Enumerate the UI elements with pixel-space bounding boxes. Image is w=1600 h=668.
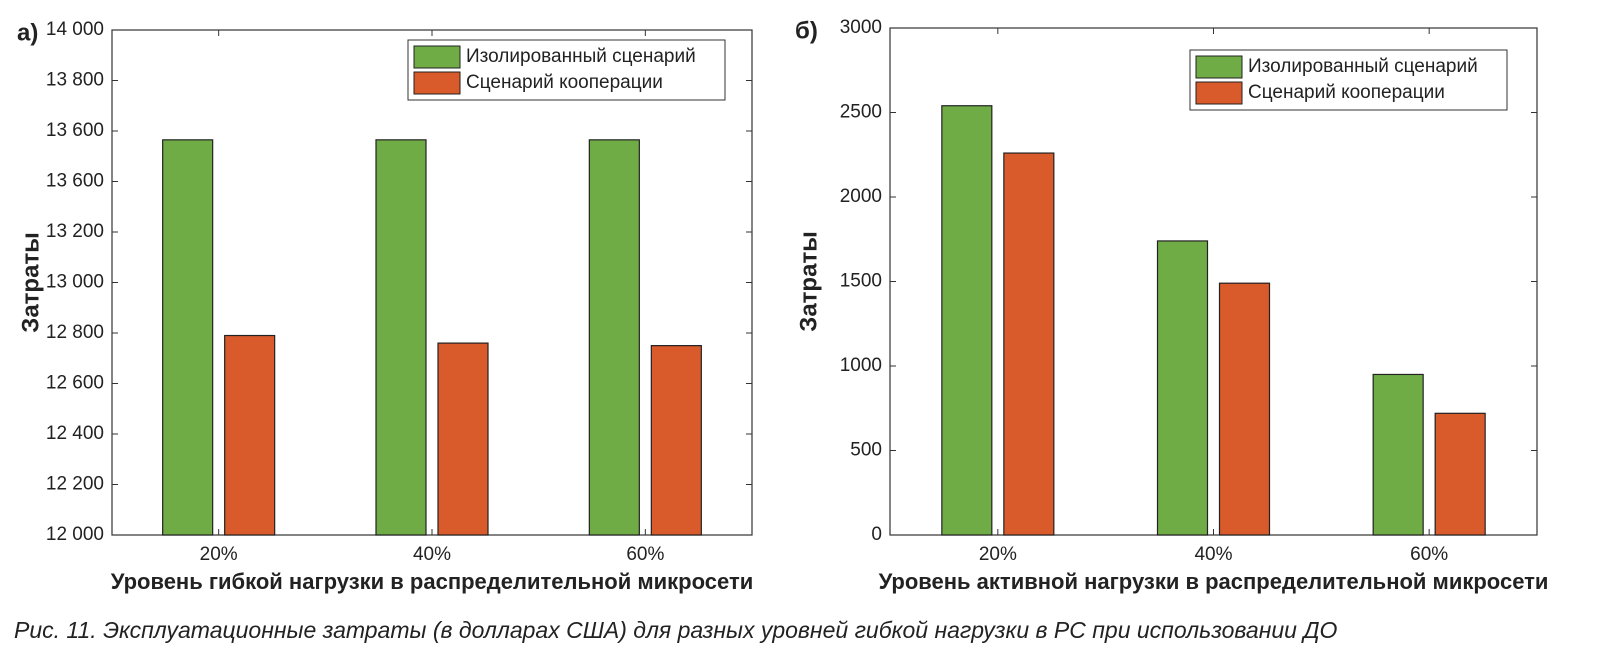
legend-label: Изолированный сценарий bbox=[466, 46, 696, 67]
y-tick-label: 13 600 bbox=[46, 120, 104, 141]
x-tick-label: 40% bbox=[1194, 544, 1232, 565]
x-tick-label: 60% bbox=[626, 544, 664, 565]
x-axis-label: Уровень гибкой нагрузки в распределитель… bbox=[111, 569, 754, 594]
bar bbox=[437, 342, 489, 536]
y-tick-label: 13 600 bbox=[46, 171, 104, 192]
legend-swatch bbox=[1195, 55, 1243, 79]
bar bbox=[588, 139, 640, 536]
x-axis-label: Уровень активной нагрузки в распределите… bbox=[879, 569, 1549, 594]
caption: Рис. 11. Эксплуатационные затраты (в дол… bbox=[14, 617, 1338, 643]
bar bbox=[224, 334, 276, 536]
x-tick-label: 20% bbox=[200, 544, 238, 565]
y-tick-label: 12 400 bbox=[46, 423, 104, 444]
bar bbox=[1156, 240, 1209, 536]
y-tick-label: 12 800 bbox=[46, 322, 104, 343]
legend-swatch bbox=[1195, 81, 1243, 105]
y-tick-label: 3000 bbox=[840, 17, 882, 38]
bar bbox=[1434, 412, 1486, 536]
bar bbox=[650, 345, 702, 536]
y-tick-label: 12 200 bbox=[46, 474, 104, 495]
y-tick-label: 13 800 bbox=[46, 70, 104, 91]
bar bbox=[1218, 282, 1271, 536]
y-tick-label: 1000 bbox=[840, 355, 882, 376]
y-tick-label: 13 200 bbox=[46, 221, 104, 242]
panel-label: б) bbox=[795, 17, 818, 44]
y-tick-label: 12 600 bbox=[46, 373, 104, 394]
legend-swatch bbox=[413, 45, 461, 69]
bar bbox=[1003, 152, 1055, 536]
x-tick-label: 60% bbox=[1410, 544, 1448, 565]
y-axis-label: Затраты bbox=[17, 232, 44, 332]
legend-label: Сценарий кооперации bbox=[466, 72, 663, 93]
bar bbox=[162, 139, 214, 536]
bar bbox=[941, 105, 993, 536]
x-tick-label: 40% bbox=[413, 544, 451, 565]
x-tick-label: 20% bbox=[979, 544, 1017, 565]
bar bbox=[1372, 373, 1424, 536]
y-tick-label: 0 bbox=[871, 524, 882, 545]
bar bbox=[375, 139, 427, 536]
y-tick-label: 500 bbox=[850, 440, 882, 461]
y-tick-label: 14 000 bbox=[46, 19, 104, 40]
y-tick-label: 1500 bbox=[840, 271, 882, 292]
panel-label: а) bbox=[17, 19, 38, 46]
legend-box bbox=[407, 39, 726, 101]
legend-box bbox=[1189, 49, 1508, 111]
legend-label: Сценарий кооперации bbox=[1248, 82, 1445, 103]
y-axis-label: Затраты bbox=[795, 231, 822, 331]
y-tick-label: 2500 bbox=[840, 102, 882, 123]
legend-label: Изолированный сценарий bbox=[1248, 56, 1478, 77]
legend-swatch bbox=[413, 71, 461, 95]
y-tick-label: 13 000 bbox=[46, 272, 104, 293]
y-tick-label: 12 000 bbox=[46, 524, 104, 545]
y-tick-label: 2000 bbox=[840, 186, 882, 207]
